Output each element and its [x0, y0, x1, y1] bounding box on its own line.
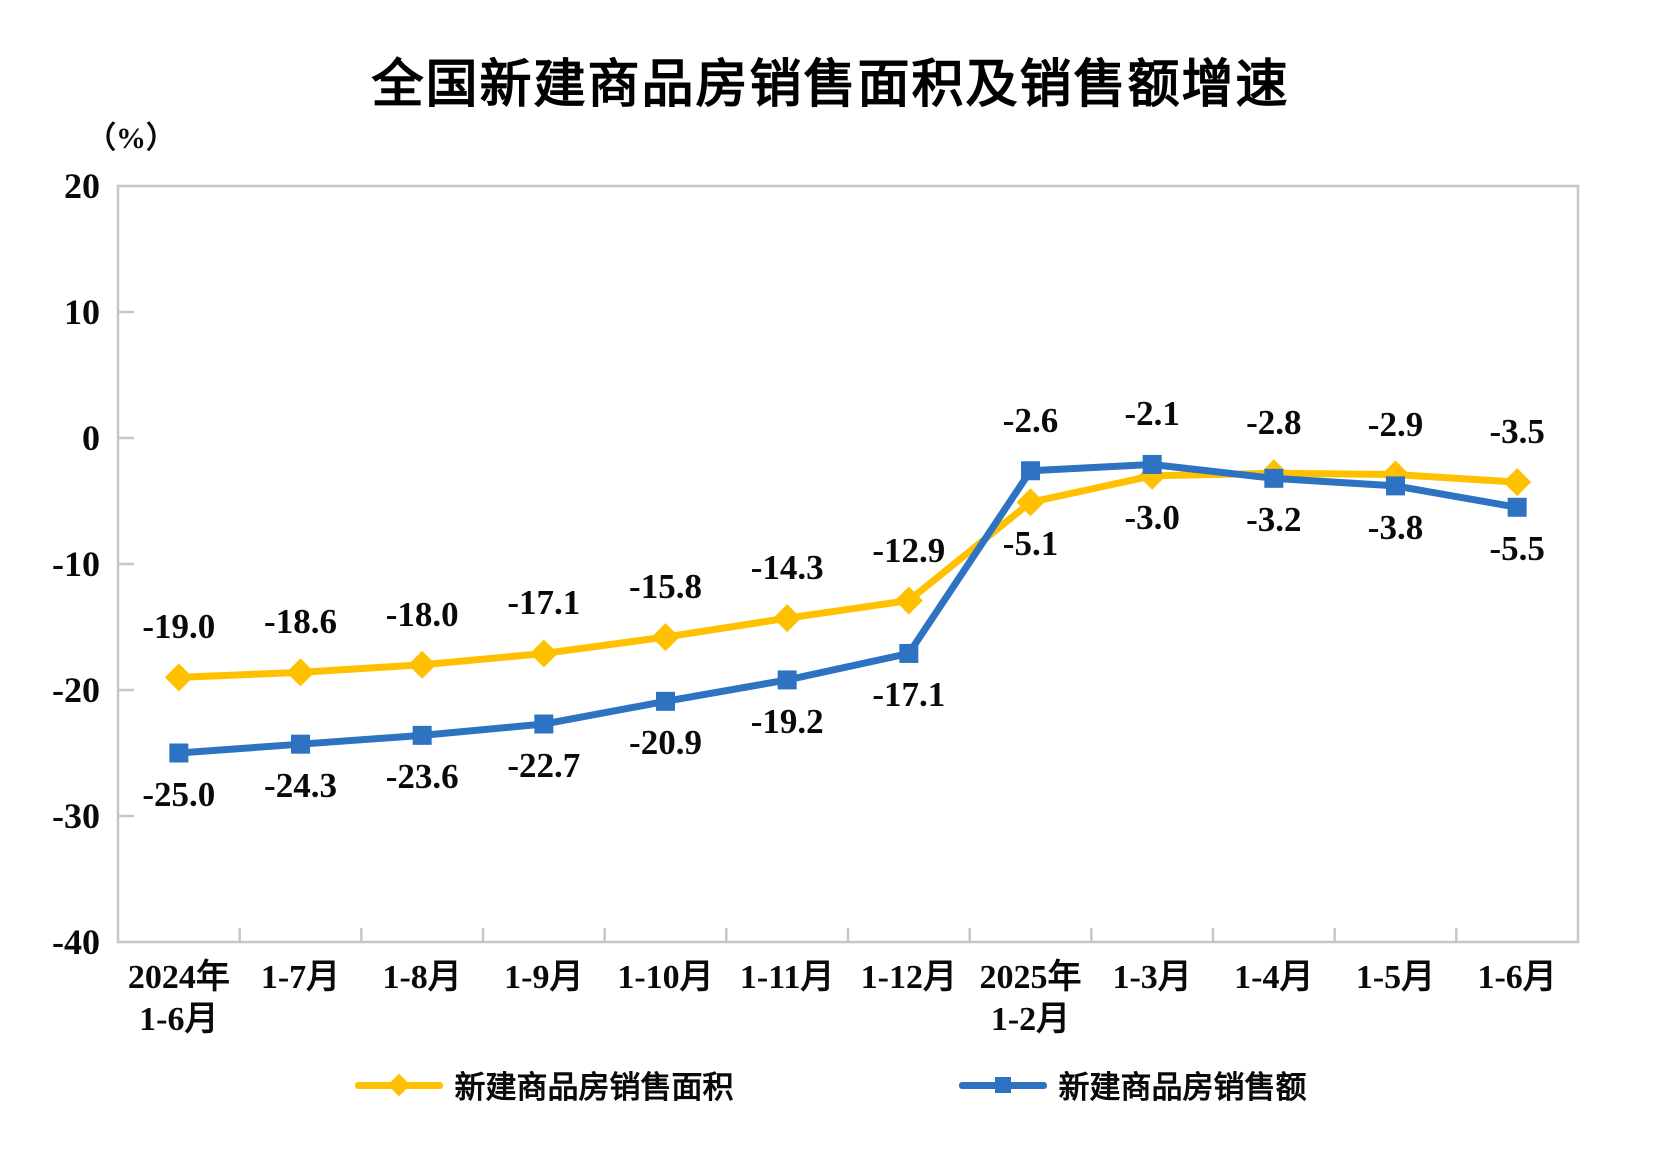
sales-value-marker	[1142, 454, 1162, 474]
sales-value-marker	[291, 734, 310, 754]
sales-area-marker	[651, 623, 680, 652]
sales-value-legend-marker-icon	[958, 1073, 1047, 1097]
sales-value-marker	[169, 743, 189, 763]
legend-item-sales-area: 新建商品房销售面积	[354, 1062, 734, 1107]
sales-area-marker	[1016, 488, 1045, 517]
sales-value-marker	[1507, 497, 1527, 517]
sales-area-marker	[286, 658, 315, 687]
sales-value-marker	[656, 691, 675, 711]
square-marker-icon	[994, 1076, 1011, 1093]
sales-area-legend-marker-icon	[354, 1073, 443, 1097]
sales-value-marker	[777, 670, 797, 690]
sales-area-marker	[408, 650, 437, 679]
sales-value-marker	[412, 725, 432, 745]
sales-area-marker	[894, 586, 923, 615]
sales-area-marker	[773, 604, 802, 633]
chart-title: 全国新建商品房销售面积及销售额增速	[371, 56, 1290, 114]
sales-value-marker	[1021, 461, 1040, 481]
sales-area-marker	[164, 663, 193, 692]
sales-value-marker	[899, 643, 919, 663]
sales-value-line	[175, 460, 1521, 757]
plot-border	[116, 184, 1580, 944]
sales-area-marker	[529, 639, 558, 668]
sales-area-line	[175, 469, 1521, 681]
legend: 新建商品房销售面积 新建商品房销售额	[0, 1062, 1661, 1107]
legend-label-sales-area: 新建商品房销售面积	[454, 1070, 734, 1105]
y-axis-unit-label: （%）	[86, 122, 176, 155]
legend-label-sales-value: 新建商品房销售额	[1058, 1070, 1307, 1105]
sales-area-marker	[1503, 468, 1532, 497]
sales-value-marker	[1386, 476, 1405, 496]
sales-value-marker	[534, 714, 554, 734]
legend-item-sales-value: 新建商品房销售额	[958, 1062, 1307, 1107]
diamond-marker-icon	[387, 1073, 410, 1096]
sales-value-marker	[1264, 468, 1284, 488]
